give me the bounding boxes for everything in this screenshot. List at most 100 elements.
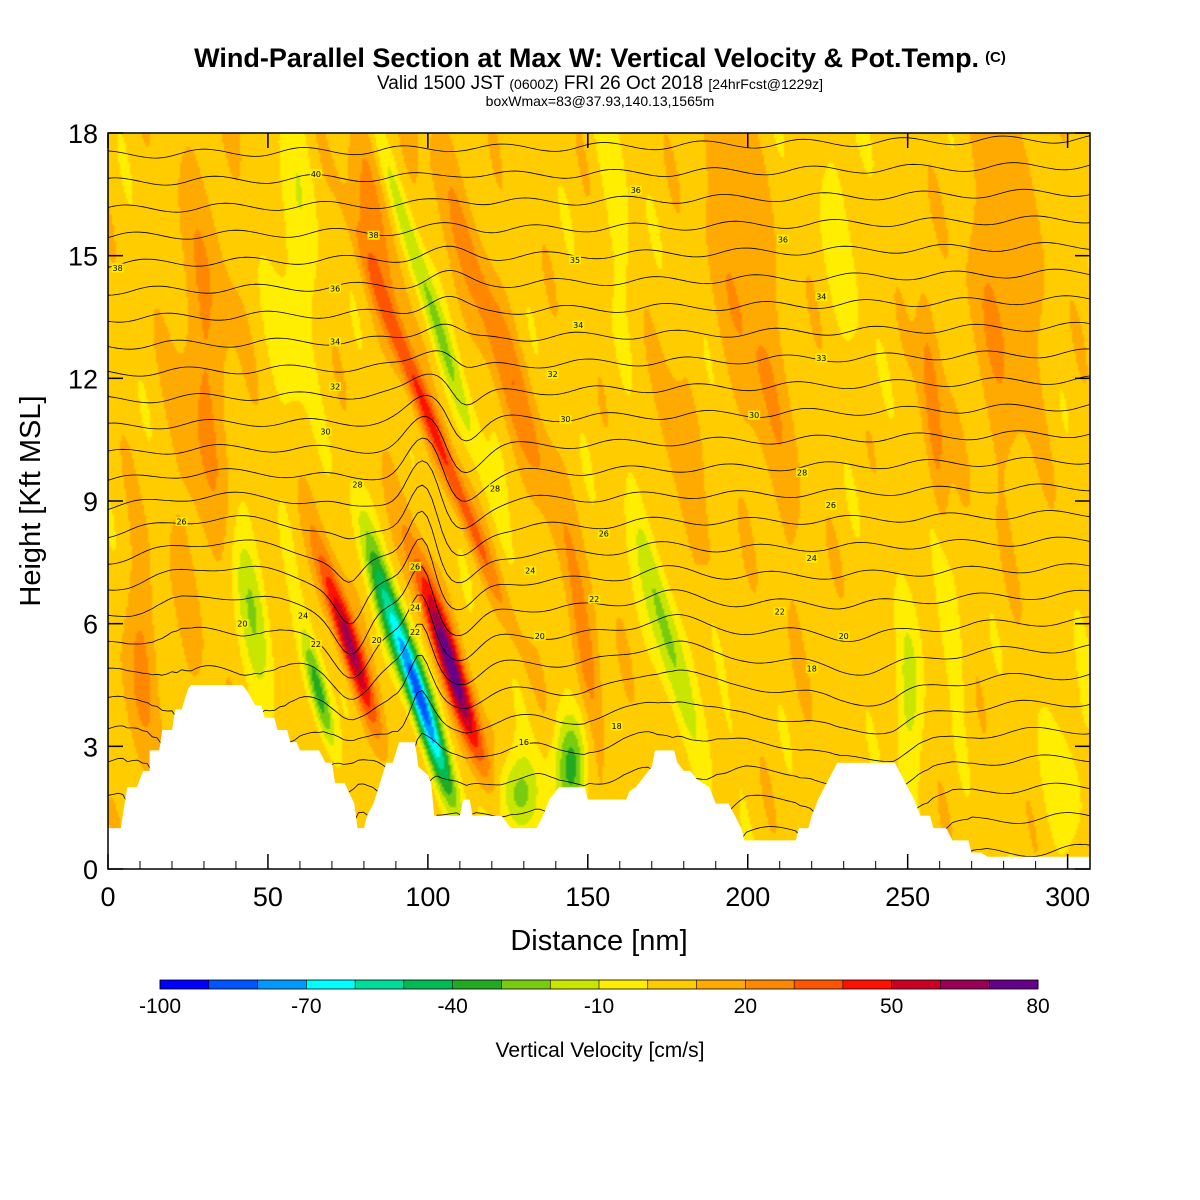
theta-label-text: 24 bbox=[525, 567, 535, 576]
theta-label-bg bbox=[409, 561, 422, 571]
theta-label-bg bbox=[546, 369, 559, 379]
x-tick-label: 100 bbox=[405, 882, 450, 912]
x-tick-label: 0 bbox=[100, 882, 115, 912]
valid-zulu: (0600Z) bbox=[509, 76, 559, 92]
theta-label-text: 36 bbox=[631, 186, 641, 195]
theta-label-text: 33 bbox=[816, 354, 826, 363]
theta-label-text: 26 bbox=[599, 530, 609, 539]
theta-label-8: 34 bbox=[815, 292, 828, 302]
theta-label-text: 32 bbox=[330, 383, 340, 392]
box-wmax-info: boxWmax=83@37.93,140.13,1565m bbox=[485, 93, 715, 109]
theta-contour-28 bbox=[108, 460, 1090, 530]
theta-label-10: 32 bbox=[546, 369, 559, 379]
theta-label-text: 40 bbox=[311, 170, 321, 179]
theta-label-text: 26 bbox=[410, 562, 420, 571]
theta-label-bg bbox=[489, 484, 502, 494]
theta-label-26: 24 bbox=[409, 602, 422, 612]
theta-label-2: 38 bbox=[367, 230, 380, 240]
theta-label-text: 24 bbox=[298, 611, 308, 620]
theta-label-27: 22 bbox=[588, 594, 601, 604]
x-axis-title: Distance [nm] bbox=[510, 925, 687, 957]
theta-label-text: 24 bbox=[410, 603, 420, 612]
theta-label-text: 28 bbox=[490, 485, 500, 494]
y-tick-label: 9 bbox=[83, 487, 98, 517]
theta-label-text: 38 bbox=[113, 264, 123, 273]
theta-label-bg bbox=[773, 606, 786, 616]
chart-subtitle: Valid 1500 JST (0600Z) FRI 26 Oct 2018 [… bbox=[0, 74, 1200, 94]
theta-label-bg bbox=[297, 610, 310, 620]
theta-label-bg bbox=[517, 737, 530, 747]
theta-label-37: 16 bbox=[517, 737, 530, 747]
x-tick-label: 150 bbox=[565, 882, 610, 912]
theta-label-25: 24 bbox=[297, 610, 310, 620]
theta-label-bg bbox=[559, 414, 572, 424]
theta-label-text: 22 bbox=[311, 640, 321, 649]
theta-label-bg bbox=[588, 594, 601, 604]
theta-label-3: 36 bbox=[629, 185, 642, 195]
theta-label-text: 26 bbox=[176, 517, 186, 526]
colorbar-segment bbox=[940, 980, 990, 989]
colorbar-tick-label: -70 bbox=[291, 995, 321, 1018]
theta-contour-39 bbox=[108, 188, 1090, 213]
theta-label-bg bbox=[309, 169, 322, 179]
theta-contour-31 bbox=[108, 395, 1090, 442]
theta-label-text: 30 bbox=[749, 411, 759, 420]
theta-label-bg bbox=[837, 631, 850, 641]
colorbar-segment bbox=[891, 980, 941, 989]
theta-label-bg bbox=[629, 185, 642, 195]
theta-contour-36 bbox=[108, 268, 1090, 296]
x-tick-label: 50 bbox=[253, 882, 283, 912]
theta-label-13: 30 bbox=[559, 414, 572, 424]
colorbar-segment bbox=[696, 980, 746, 989]
theta-label-text: 34 bbox=[330, 338, 340, 347]
theta-label-text: 28 bbox=[352, 481, 362, 490]
colorbar-segment bbox=[745, 980, 795, 989]
theta-label-bg bbox=[409, 602, 422, 612]
colorbar-tick-label: 20 bbox=[734, 995, 757, 1018]
theta-label-bg bbox=[367, 230, 380, 240]
theta-label-text: 28 bbox=[797, 468, 807, 477]
theta-label-text: 30 bbox=[320, 427, 330, 436]
theta-contour-37 bbox=[108, 242, 1090, 268]
theta-label-text: 34 bbox=[573, 321, 583, 330]
y-tick-label: 18 bbox=[68, 119, 98, 149]
theta-label-bg bbox=[805, 664, 818, 674]
theta-label-22: 26 bbox=[409, 561, 422, 571]
x-tick-label: 250 bbox=[885, 882, 930, 912]
theta-label-text: 22 bbox=[410, 628, 420, 637]
y-tick-label: 3 bbox=[83, 732, 98, 762]
x-tick-label: 200 bbox=[725, 882, 770, 912]
theta-label-text: 16 bbox=[519, 738, 529, 747]
theta-contour-30 bbox=[108, 416, 1090, 474]
colorbar-tick-label: -100 bbox=[139, 995, 181, 1018]
colorbar-segment bbox=[599, 980, 649, 989]
theta-contour-35 bbox=[108, 295, 1090, 323]
theta-contour-41 bbox=[108, 135, 1090, 159]
theta-label-14: 30 bbox=[748, 410, 761, 420]
theta-label-bg bbox=[815, 353, 828, 363]
theta-label-bg bbox=[524, 566, 537, 576]
theta-label-30: 22 bbox=[309, 639, 322, 649]
theta-label-1: 38 bbox=[111, 263, 124, 273]
theta-label-bg bbox=[748, 410, 761, 420]
y-axis-title: Height [Kft MSL] bbox=[15, 395, 47, 606]
theta-label-33: 20 bbox=[837, 631, 850, 641]
theta-label-bg bbox=[796, 467, 809, 477]
valid-time: Valid 1500 JST bbox=[377, 73, 505, 94]
theta-label-36: 18 bbox=[610, 721, 623, 731]
theta-label-bg bbox=[569, 255, 582, 265]
theta-label-bg bbox=[776, 234, 789, 244]
theta-label-text: 26 bbox=[826, 501, 836, 510]
colorbar-segment bbox=[501, 980, 551, 989]
colorbar-segment bbox=[452, 980, 502, 989]
theta-label-bg bbox=[409, 627, 422, 637]
theta-label-bg bbox=[309, 639, 322, 649]
theta-label-6: 36 bbox=[329, 283, 342, 293]
colorbar-segment bbox=[257, 980, 307, 989]
theta-label-text: 36 bbox=[778, 235, 788, 244]
theta-label-text: 30 bbox=[560, 415, 570, 424]
theta-label-text: 22 bbox=[775, 607, 785, 616]
x-tick-label: 300 bbox=[1045, 882, 1090, 912]
